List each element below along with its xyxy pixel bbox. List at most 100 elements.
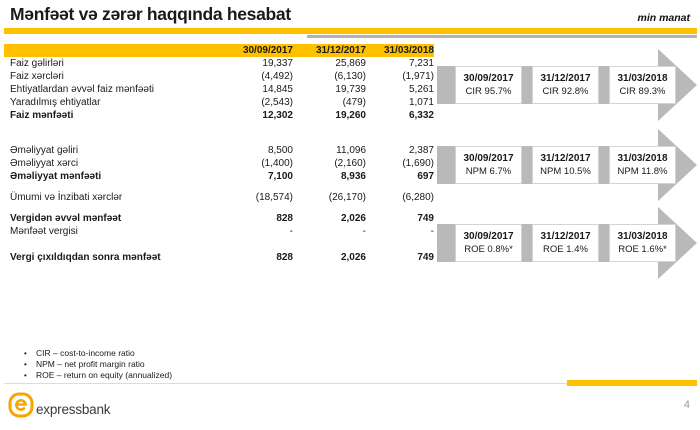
row-value: 1,071 <box>408 97 434 108</box>
row-value: 828 <box>276 252 293 263</box>
row-value: 5,261 <box>408 84 434 95</box>
table-row: Mənfəət vergisi - - - <box>4 225 434 238</box>
footnote-text: ROE – return on equity (annualized) <box>36 370 173 380</box>
footnotes: • CIR – cost-to-income ratio • NPM – net… <box>24 348 700 381</box>
ratio-value: ROE 1.4% <box>543 243 588 255</box>
ratio-value: NPM 11.8% <box>617 165 668 177</box>
ratio-box: 31/12/2017 CIR 92.8% <box>532 66 599 104</box>
title-underline <box>4 28 697 34</box>
row-value: 8,936 <box>340 171 366 182</box>
ratio-arrow-roe: 30/09/2017 ROE 0.8%* 31/12/2017 ROE 1.4%… <box>437 207 699 279</box>
row-label: Əməliyyat xərci <box>10 158 79 169</box>
row-value: - <box>362 226 366 237</box>
table-header-spacer <box>4 44 218 57</box>
ratio-box: 31/12/2017 ROE 1.4% <box>532 224 599 262</box>
row-value: (4,492) <box>261 71 293 82</box>
table-row: Faiz gəlirləri 19,337 25,869 7,231 <box>4 57 434 70</box>
footer-divider <box>4 383 697 384</box>
row-value: 749 <box>417 252 434 263</box>
ratio-date: 31/12/2017 <box>540 72 591 84</box>
table-row: Ehtiyatlardan əvvəl faiz mənfəəti 14,845… <box>4 83 434 96</box>
ratio-box: 31/03/2018 NPM 11.8% <box>609 146 676 184</box>
row-value: 7,100 <box>267 171 293 182</box>
unit-label: min manat <box>637 12 690 24</box>
logo-text: expressbank <box>36 402 111 417</box>
footnote-item: • NPM – net profit margin ratio <box>24 359 700 370</box>
expressbank-e-icon <box>8 392 34 418</box>
ratio-box: 30/09/2017 CIR 95.7% <box>455 66 522 104</box>
row-label: Mənfəət vergisi <box>10 226 78 237</box>
table-row-total: Vergi çıxıldıqdan sonra mənfəət 828 2,02… <box>4 251 434 264</box>
row-label: Faiz mənfəəti <box>10 110 74 121</box>
row-value: 697 <box>417 171 434 182</box>
row-value: (1,690) <box>402 158 434 169</box>
row-label: Faiz gəlirləri <box>10 58 64 69</box>
footnote-item: • ROE – return on equity (annualized) <box>24 370 700 381</box>
slide-footer: expressbank 4 <box>0 380 700 430</box>
table-row: Yaradılmış ehtiyatlar (2,543) (479) 1,07… <box>4 96 434 109</box>
footnote-text: CIR – cost-to-income ratio <box>36 348 135 358</box>
page-number: 4 <box>683 399 690 411</box>
row-value: 12,302 <box>262 110 293 121</box>
table-block-gap <box>4 238 434 251</box>
ratio-date: 30/09/2017 <box>463 72 514 84</box>
ratio-value: NPM 6.7% <box>465 165 512 177</box>
column-header-3: 31/03/2018 <box>383 45 434 56</box>
row-label: Vergi çıxıldıqdan sonra mənfəət <box>10 252 161 263</box>
row-value: (1,971) <box>402 71 434 82</box>
table-block-gap <box>4 183 434 191</box>
row-value: (6,130) <box>334 71 366 82</box>
table-header-row: 30/09/2017 31/12/2017 31/03/2018 <box>4 44 434 57</box>
row-label: Ehtiyatlardan əvvəl faiz mənfəəti <box>10 84 154 95</box>
ratio-date: 30/09/2017 <box>463 230 514 242</box>
table-block-gap <box>4 122 434 144</box>
pl-table: 30/09/2017 31/12/2017 31/03/2018 Faiz gə… <box>4 44 434 264</box>
bullet-icon: • <box>24 349 27 358</box>
row-value: 2,026 <box>340 213 366 224</box>
table-row-total: Vergidən əvvəl mənfəət 828 2,026 749 <box>4 212 434 225</box>
expressbank-logo: expressbank <box>8 392 111 418</box>
bullet-icon: • <box>24 371 27 380</box>
row-value: - <box>289 226 293 237</box>
ratio-value: CIR 95.7% <box>465 85 512 97</box>
row-value: 11,096 <box>336 145 366 156</box>
ratio-arrow-cir: 30/09/2017 CIR 95.7% 31/12/2017 CIR 92.8… <box>437 49 699 121</box>
table-row: Əməliyyat gəliri 8,500 11,096 2,387 <box>4 144 434 157</box>
ratio-box: 31/12/2017 NPM 10.5% <box>532 146 599 184</box>
row-value: (479) <box>342 97 366 108</box>
footnote-text: NPM – net profit margin ratio <box>36 359 145 369</box>
row-label: Vergidən əvvəl mənfəət <box>10 213 122 224</box>
ratio-box: 31/03/2018 ROE 1.6%* <box>609 224 676 262</box>
ratio-date: 31/03/2018 <box>617 230 668 242</box>
row-value: 14,845 <box>262 84 293 95</box>
row-value: 25,869 <box>335 58 366 69</box>
ratio-value: NPM 10.5% <box>540 165 591 177</box>
ratio-box: 31/03/2018 CIR 89.3% <box>609 66 676 104</box>
table-block-gap <box>4 204 434 212</box>
column-header-1: 30/09/2017 <box>242 45 293 56</box>
row-value: 749 <box>417 213 434 224</box>
row-value: 7,231 <box>408 58 434 69</box>
ratio-arrow-npm: 30/09/2017 NPM 6.7% 31/12/2017 NPM 10.5%… <box>437 129 699 201</box>
row-value: (2,543) <box>261 97 293 108</box>
table-row: Ümumi və İnzibati xərclər (18,574) (26,1… <box>4 191 434 204</box>
table-row-total: Əməliyyat mənfəəti 7,100 8,936 697 <box>4 170 434 183</box>
table-row-total: Faiz mənfəəti 12,302 19,260 6,332 <box>4 109 434 122</box>
content-area: 30/09/2017 31/12/2017 31/03/2018 Faiz gə… <box>4 44 700 284</box>
table-row: Əməliyyat xərci (1,400) (2,160) (1,690) <box>4 157 434 170</box>
title-underline-shadow <box>307 35 697 38</box>
row-value: - <box>430 226 434 237</box>
ratio-date: 31/03/2018 <box>617 152 668 164</box>
row-label: Əməliyyat gəliri <box>10 145 79 156</box>
ratio-value: ROE 1.6%* <box>618 243 667 255</box>
footer-accent-bar <box>567 380 697 386</box>
row-label: Ümumi və İnzibati xərclər <box>10 192 123 203</box>
row-value: (18,574) <box>255 192 293 203</box>
bullet-icon: • <box>24 360 27 369</box>
row-value: (26,170) <box>328 192 366 203</box>
ratio-date: 31/12/2017 <box>540 152 591 164</box>
row-value: 828 <box>276 213 293 224</box>
table-row: Faiz xərcləri (4,492) (6,130) (1,971) <box>4 70 434 83</box>
row-label: Faiz xərcləri <box>10 71 64 82</box>
